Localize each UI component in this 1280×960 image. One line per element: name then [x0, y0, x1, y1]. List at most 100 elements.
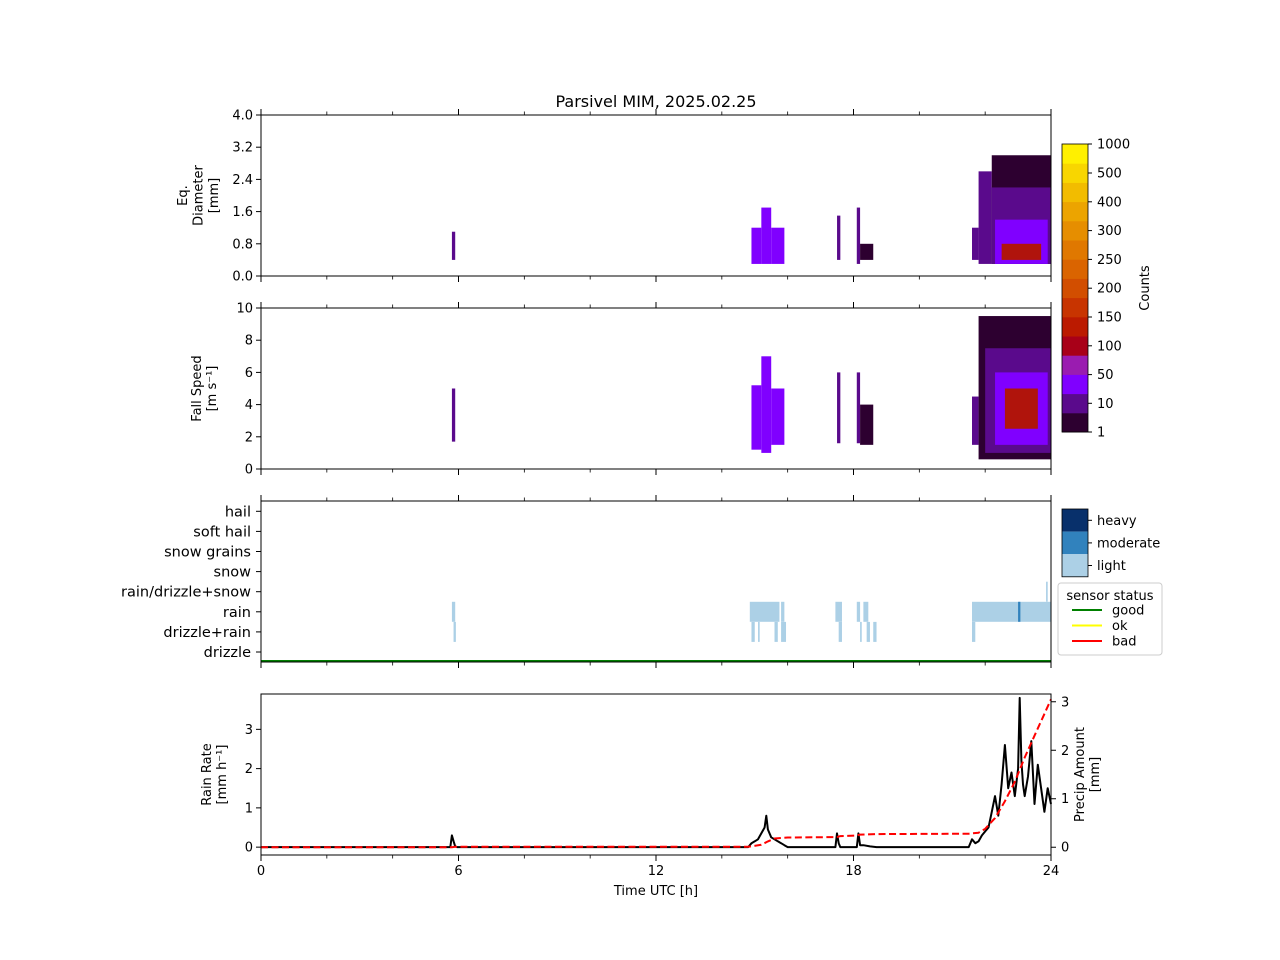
precip-type-segment — [972, 601, 1051, 622]
heat-cell — [761, 207, 772, 264]
precip-type-segment — [749, 601, 780, 622]
precip-type-segment — [1018, 601, 1021, 622]
precip-type-segment — [972, 621, 976, 642]
heat-cell — [1001, 243, 1042, 260]
heat-cell — [761, 356, 772, 453]
x-axis-label: Time UTC [h] — [613, 884, 698, 899]
x-tick-label: 6 — [454, 864, 462, 879]
colorbar-tick-label: 50 — [1097, 368, 1114, 383]
figure-title: Parsivel MIM, 2025.02.25 — [555, 92, 756, 111]
diameter-panel: 0.0 0.8 1.6 2.4 3.2 4.0 Eq. Diameter [mm] — [176, 109, 1052, 285]
precip-type-segment — [835, 601, 842, 622]
colorbar-tick-label: 100 — [1097, 339, 1122, 354]
y2-axis-label: [mm] — [1088, 757, 1103, 792]
category-label: hail — [225, 504, 251, 520]
heat-cell — [451, 231, 456, 260]
heat-cell — [771, 227, 785, 264]
intensity-label: heavy — [1097, 514, 1137, 529]
precip-type-segment — [860, 621, 862, 642]
heat-cell — [751, 227, 762, 264]
status-legend-label: good — [1112, 604, 1144, 619]
y2-tick-label: 0 — [1061, 841, 1069, 856]
y-tick-label: 3 — [245, 723, 253, 738]
heat-cell — [972, 227, 979, 260]
fall-speed-panel: 0 2 4 6 8 10 Fall Speed [m s⁻¹] — [190, 302, 1052, 478]
colorbar-tick-label: 500 — [1097, 167, 1122, 182]
colorbar-segment — [1062, 297, 1088, 318]
y-tick-label: 10 — [236, 302, 253, 317]
y-tick-label: 4.0 — [232, 109, 253, 124]
precip-type-segment — [856, 601, 861, 622]
colorbar-label: Counts — [1138, 265, 1153, 311]
y-tick-label: 4 — [245, 398, 253, 413]
heat-cell — [771, 388, 785, 445]
heat-cell — [451, 388, 456, 442]
heat-cell — [860, 243, 874, 260]
category-label: drizzle — [204, 645, 251, 661]
y-tick-label: 3.2 — [232, 141, 253, 156]
y-axis-label: [m s⁻¹] — [205, 366, 220, 412]
x-tick-label: 18 — [845, 864, 862, 879]
heat-cell — [837, 215, 841, 260]
category-label: rain — [223, 605, 251, 621]
colorbar-tick-label: 10 — [1097, 397, 1114, 412]
status-legend-title: sensor status — [1066, 589, 1153, 604]
category-label: drizzle+rain — [163, 625, 251, 641]
status-legend-label: ok — [1112, 619, 1128, 634]
category-label: snow grains — [164, 545, 251, 561]
y-tick-label: 0.0 — [232, 270, 253, 285]
rain_rate-line — [261, 696, 1052, 849]
heat-cell — [972, 396, 979, 445]
y-tick-label: 6 — [245, 366, 253, 381]
y-tick-label: 2 — [245, 762, 253, 777]
precip-type-segment — [453, 621, 456, 642]
intensity-legend: heavy moderate light — [1061, 508, 1160, 578]
x-tick-label: 12 — [648, 864, 665, 879]
heat-cell — [978, 171, 992, 264]
colorbar-segment — [1062, 412, 1088, 433]
y-tick-label: 1.6 — [232, 205, 253, 220]
intensity-swatch — [1062, 531, 1088, 555]
precip-type-segment — [866, 621, 870, 642]
y-axis-label: Rain Rate — [200, 743, 215, 806]
x-tick-label: 0 — [257, 864, 265, 879]
colorbar-tick-label: 1 — [1097, 426, 1105, 441]
colorbar-segment — [1062, 393, 1088, 414]
intensity-frame — [1061, 508, 1089, 578]
x-tick-label: 24 — [1043, 864, 1060, 879]
colorbar-segment — [1062, 374, 1088, 395]
y-axis-label: Eq. — [176, 185, 191, 206]
precip-type-segment — [774, 621, 778, 642]
y2-axis-label: Precip Amount — [1073, 727, 1088, 822]
colorbar-tick-label: 300 — [1097, 224, 1122, 239]
y2-tick-label: 2 — [1061, 744, 1069, 759]
colorbar-segment — [1062, 182, 1088, 203]
category-label: rain/drizzle+snow — [121, 585, 251, 601]
colorbar-segment — [1062, 278, 1088, 299]
heat-cell — [751, 385, 762, 450]
precip-type-segment — [873, 621, 877, 642]
colorbar-tick-label: 1000 — [1097, 138, 1130, 153]
precip-type-segment — [781, 601, 785, 622]
intensity-label: light — [1097, 559, 1126, 574]
precip-type-panel: drizzle drizzle+rain rain rain/drizzle+snow… — [121, 495, 1052, 668]
intensity-swatch — [1062, 509, 1088, 532]
precip-type-segment — [838, 621, 842, 642]
precip-type-segment — [758, 621, 760, 642]
y-axis-label: [mm] — [207, 178, 222, 213]
y-axis-label: Fall Speed — [190, 355, 205, 421]
status-legend-label: bad — [1112, 635, 1136, 650]
precip-type-segment — [1046, 581, 1048, 602]
fall_speed-frame — [260, 307, 1052, 470]
colorbar-segment — [1062, 336, 1088, 356]
colorbar-segment — [1062, 201, 1088, 222]
colorbar-segment — [1062, 144, 1088, 164]
y-tick-label: 2.4 — [232, 173, 253, 188]
precip-type-segment — [751, 621, 755, 642]
colorbar-segment — [1062, 220, 1088, 241]
colorbar-segment — [1062, 163, 1088, 183]
heat-cell — [837, 372, 841, 444]
